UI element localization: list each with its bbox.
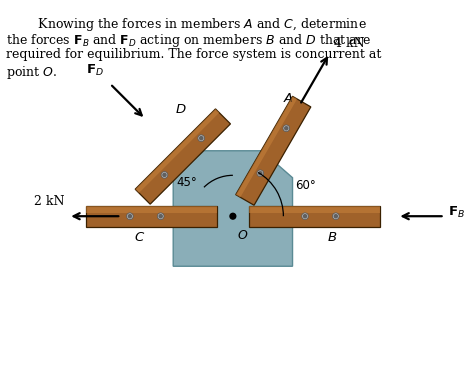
Circle shape xyxy=(157,213,164,220)
Text: 60°: 60° xyxy=(295,179,316,192)
Polygon shape xyxy=(135,109,219,193)
Circle shape xyxy=(127,213,133,220)
Text: $C$: $C$ xyxy=(134,230,145,244)
Text: 2 kN: 2 kN xyxy=(34,194,64,207)
Text: $D$: $D$ xyxy=(175,103,187,116)
Text: 45°: 45° xyxy=(176,176,197,189)
Circle shape xyxy=(230,213,236,219)
Text: the forces $\mathbf{F}_{B}$ and $\mathbf{F}_{D}$ acting on members $B$ and $D$ t: the forces $\mathbf{F}_{B}$ and $\mathbf… xyxy=(6,32,371,49)
Circle shape xyxy=(161,172,168,178)
Circle shape xyxy=(333,213,339,220)
Circle shape xyxy=(259,172,262,175)
Circle shape xyxy=(302,213,309,220)
Text: point $O$.: point $O$. xyxy=(6,64,57,81)
Circle shape xyxy=(200,137,203,140)
Polygon shape xyxy=(249,206,380,213)
Text: $\mathbf{F}_B$: $\mathbf{F}_B$ xyxy=(448,205,465,220)
Circle shape xyxy=(163,173,166,176)
Text: required for equilibrium. The force system is concurrent at: required for equilibrium. The force syst… xyxy=(6,48,381,61)
Polygon shape xyxy=(236,96,297,197)
Circle shape xyxy=(285,127,288,130)
Text: $B$: $B$ xyxy=(327,230,337,244)
Circle shape xyxy=(129,215,131,218)
Polygon shape xyxy=(135,109,230,204)
Circle shape xyxy=(334,215,337,218)
Circle shape xyxy=(198,135,204,142)
Circle shape xyxy=(283,125,290,132)
Text: $O$: $O$ xyxy=(237,229,248,242)
Text: Knowing the forces in members $A$ and $C$, determine: Knowing the forces in members $A$ and $C… xyxy=(6,16,367,33)
Text: 4 kN: 4 kN xyxy=(334,37,365,51)
Circle shape xyxy=(257,170,264,177)
Polygon shape xyxy=(236,96,311,205)
Text: $A$: $A$ xyxy=(283,92,294,105)
Polygon shape xyxy=(86,206,217,213)
Circle shape xyxy=(159,215,162,218)
Circle shape xyxy=(303,215,307,218)
Text: $\mathbf{F}_D$: $\mathbf{F}_D$ xyxy=(86,63,104,78)
Polygon shape xyxy=(173,151,293,266)
Polygon shape xyxy=(86,206,217,227)
Polygon shape xyxy=(249,206,380,227)
